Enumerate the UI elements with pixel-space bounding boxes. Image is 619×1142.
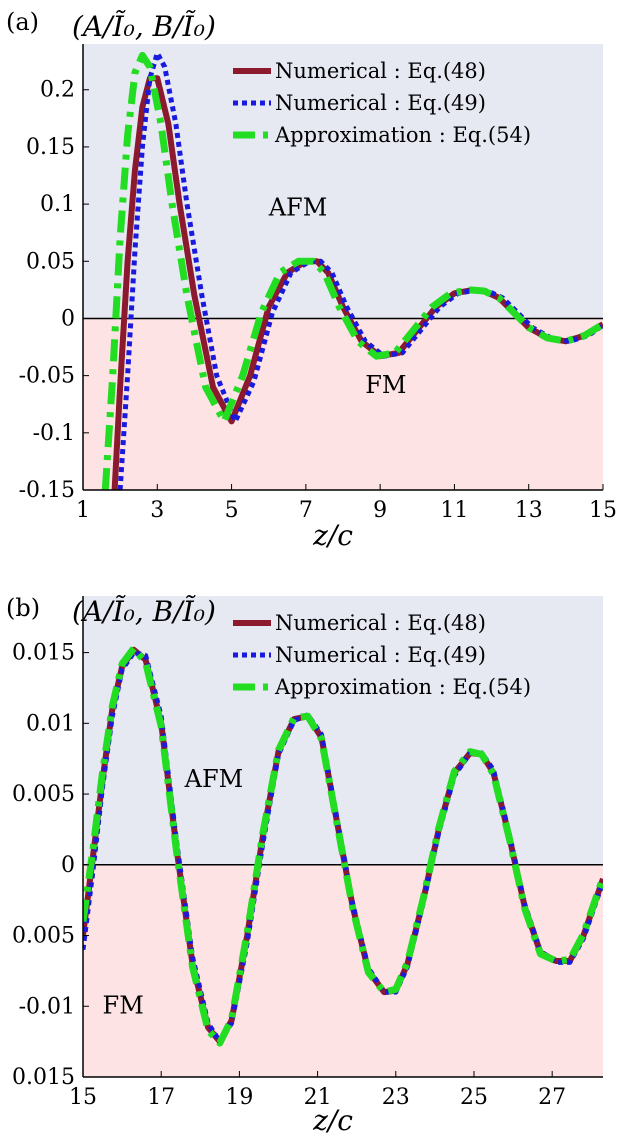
legend-label-eq48: Numerical : Eq.(48) (275, 59, 486, 83)
panel-label: (b) (6, 594, 40, 622)
series-line-eq54 (83, 644, 603, 1047)
afm-label: AFM (184, 765, 244, 793)
afm-region (83, 596, 603, 865)
x-tick-label: 25 (460, 1085, 488, 1110)
series-line-eq49 (117, 50, 603, 490)
y-tick-label: 0.015 (12, 641, 75, 666)
x-tick-label: 15 (69, 1085, 97, 1110)
x-axis-title: z/c (312, 519, 353, 552)
x-tick-label: 27 (538, 1085, 566, 1110)
panel-a: 1 3 5 7 9 11 13 150.20.150.10.050-0.05-0.1-0.15… (6, 8, 617, 552)
x-tick-label: 1 (76, 498, 90, 523)
x-tick-label: 21 (304, 1085, 332, 1110)
x-tick-label: 17 (147, 1085, 175, 1110)
y-tick-label: -0.01 (19, 994, 75, 1019)
afm-label: AFM (268, 194, 328, 222)
x-axis-title: z/c (312, 1104, 353, 1137)
y-tick-label: 0.15 (26, 135, 75, 160)
fm-label: FM (365, 371, 406, 399)
x-tick-label: 3 (150, 498, 164, 523)
y-tick-label: 0.005 (12, 924, 75, 949)
fm-label: FM (103, 991, 144, 1019)
legend-label-eq48: Numerical : Eq.(48) (275, 611, 486, 635)
x-tick-label: 13 (515, 498, 543, 523)
y-tick-label: 0.2 (40, 78, 75, 103)
y-tick-label: 0 (61, 306, 75, 331)
series-line-eq54 (101, 51, 603, 490)
x-tick-label: 19 (225, 1085, 253, 1110)
y-tick-label: -0.05 (19, 364, 75, 389)
panel-label: (a) (6, 8, 39, 36)
x-tick-label: 5 (225, 498, 239, 523)
y-tick-label: -0.1 (33, 421, 75, 446)
y-axis-title: (A/Ĩ₀, B/Ĩ₀) (72, 10, 216, 43)
legend-label-eq54: Approximation : Eq.(54) (274, 675, 531, 699)
fm-region (83, 864, 603, 1077)
legend-label-eq54: Approximation : Eq.(54) (274, 123, 531, 147)
x-tick-label: 15 (589, 498, 617, 523)
y-tick-label: 0.015 (12, 1065, 75, 1090)
y-tick-label: 0.05 (26, 249, 75, 274)
legend-label-eq49: Numerical : Eq.(49) (275, 643, 486, 667)
y-axis-title: (A/Ĩ₀, B/Ĩ₀) (72, 595, 216, 628)
x-tick-label: 11 (440, 498, 468, 523)
fm-region (83, 318, 603, 490)
y-tick-label: 0 (61, 853, 75, 878)
y-tick-label: -0.15 (19, 478, 75, 503)
y-tick-label: 0.1 (40, 192, 75, 217)
y-tick-label: 0.01 (26, 711, 75, 736)
y-tick-label: 0.005 (12, 782, 75, 807)
legend-label-eq49: Numerical : Eq.(49) (275, 91, 486, 115)
x-tick-label: 23 (382, 1085, 410, 1110)
x-tick-label: 7 (299, 498, 313, 523)
panel-b: 15 17 19 21 23 25 27 0.015 0.01 0.005 0 0.005 -0.01 0… (6, 594, 603, 1137)
x-tick-label: 9 (373, 498, 387, 523)
